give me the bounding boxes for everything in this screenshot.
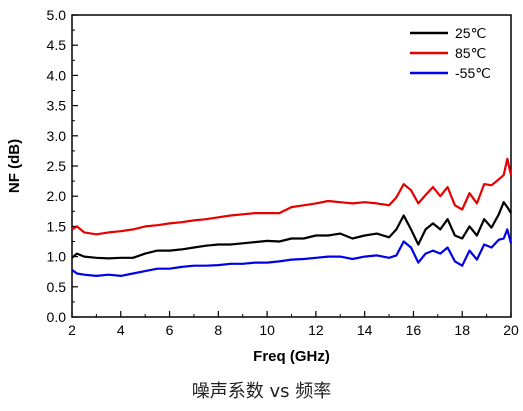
x-axis-title: Freq (GHz) (253, 348, 330, 365)
x-tick-label: 8 (214, 322, 222, 338)
x-tick-label: 12 (308, 322, 324, 338)
x-tick-label: 16 (406, 322, 422, 338)
y-axis-title: NF (dB) (6, 139, 23, 193)
series-line-2 (71, 228, 513, 277)
y-tick-label: 5.0 (47, 7, 67, 23)
y-tick-label: 0.5 (47, 279, 67, 295)
series-line-1 (71, 157, 513, 236)
x-tick-label: 10 (259, 322, 275, 338)
y-tick-label: 4.5 (47, 37, 67, 53)
y-tick-label: 3.5 (47, 98, 67, 114)
x-tick-label: 2 (68, 322, 76, 338)
ticks-layer: 2 4 6 8 10 12 14 16 18 20 0.0 0.5 1.0 1.5 2.0 2.5 3.0 3.5… (47, 7, 519, 338)
x-tick-label: 14 (357, 322, 373, 338)
series-layer (71, 157, 513, 277)
x-tick-label: 18 (454, 322, 470, 338)
y-tick-label: 3.0 (47, 128, 67, 144)
y-tick-label: 0.0 (47, 309, 67, 325)
y-tick-label: 2.0 (47, 188, 67, 204)
x-tick-label: 6 (166, 322, 174, 338)
chart-caption: 噪声系数 vs 频率 (191, 381, 332, 402)
y-tick-label: 1.5 (47, 218, 67, 234)
legend-label-1: 85℃ (455, 45, 486, 61)
x-tick-label: 20 (503, 322, 519, 338)
x-tick-label: 4 (117, 322, 125, 338)
legend-label-2: -55℃ (455, 65, 491, 81)
y-tick-label: 4.0 (47, 67, 67, 83)
legend: 25℃ 85℃ -55℃ (410, 25, 491, 81)
series-line-0 (71, 201, 512, 260)
y-tick-label: 2.5 (47, 158, 67, 174)
legend-label-0: 25℃ (455, 25, 486, 41)
y-tick-label: 1.0 (47, 249, 67, 265)
